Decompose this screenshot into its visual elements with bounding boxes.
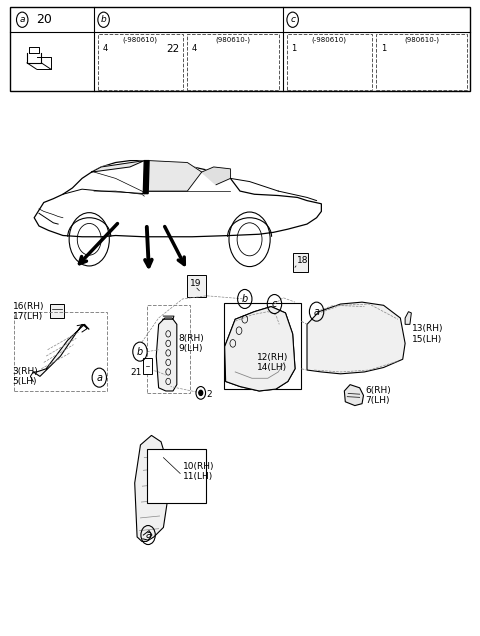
Text: 1: 1 <box>291 44 297 53</box>
Polygon shape <box>135 436 167 541</box>
Text: c: c <box>290 15 295 24</box>
Polygon shape <box>34 161 322 237</box>
Bar <box>144 358 152 374</box>
Text: a: a <box>313 307 320 317</box>
Polygon shape <box>225 307 295 391</box>
Text: b: b <box>101 15 107 24</box>
Text: 18: 18 <box>297 256 308 265</box>
Text: (-980610): (-980610) <box>123 37 158 43</box>
Text: 1: 1 <box>381 44 386 53</box>
Bar <box>224 303 301 389</box>
Bar <box>187 34 279 90</box>
Text: 13(RH)
15(LH): 13(RH) 15(LH) <box>412 324 444 343</box>
Text: a: a <box>20 15 25 24</box>
Text: 10(RH)
11(LH): 10(RH) 11(LH) <box>182 462 214 481</box>
Text: a: a <box>96 373 102 383</box>
Bar <box>147 450 206 503</box>
Text: a: a <box>145 530 151 540</box>
Text: (-980610): (-980610) <box>312 37 347 43</box>
Polygon shape <box>92 161 144 172</box>
Bar <box>10 7 470 92</box>
Polygon shape <box>144 161 149 193</box>
Text: 8(RH)
9(LH): 8(RH) 9(LH) <box>179 334 204 353</box>
Text: 22: 22 <box>166 44 179 54</box>
Text: c: c <box>272 299 277 309</box>
Polygon shape <box>156 318 177 391</box>
Polygon shape <box>33 324 89 377</box>
Polygon shape <box>202 167 230 184</box>
Bar <box>50 304 64 318</box>
Text: 16(RH)
17(LH): 16(RH) 17(LH) <box>12 302 44 321</box>
Text: 3(RH)
5(LH): 3(RH) 5(LH) <box>12 367 38 386</box>
Bar <box>376 34 468 90</box>
Bar <box>147 305 190 393</box>
Polygon shape <box>225 307 295 391</box>
Text: 4: 4 <box>192 44 197 53</box>
Polygon shape <box>307 302 405 374</box>
Bar <box>293 253 308 272</box>
Polygon shape <box>405 312 411 324</box>
Bar <box>187 275 206 297</box>
Text: 2: 2 <box>206 390 212 399</box>
Text: 12(RH)
14(LH): 12(RH) 14(LH) <box>257 353 288 372</box>
Text: 20: 20 <box>36 13 52 26</box>
Text: (980610-): (980610-) <box>216 37 251 43</box>
Bar <box>287 34 372 90</box>
Polygon shape <box>344 385 363 406</box>
Bar <box>98 34 182 90</box>
Text: 4: 4 <box>102 44 108 53</box>
Text: (980610-): (980610-) <box>404 37 439 43</box>
Bar <box>14 312 108 391</box>
Text: 6(RH)
7(LH): 6(RH) 7(LH) <box>365 385 391 405</box>
Text: 19: 19 <box>190 279 201 287</box>
Polygon shape <box>149 161 202 191</box>
Text: b: b <box>241 294 248 304</box>
Text: b: b <box>137 347 143 357</box>
Text: 21: 21 <box>130 368 141 377</box>
Circle shape <box>199 391 203 396</box>
